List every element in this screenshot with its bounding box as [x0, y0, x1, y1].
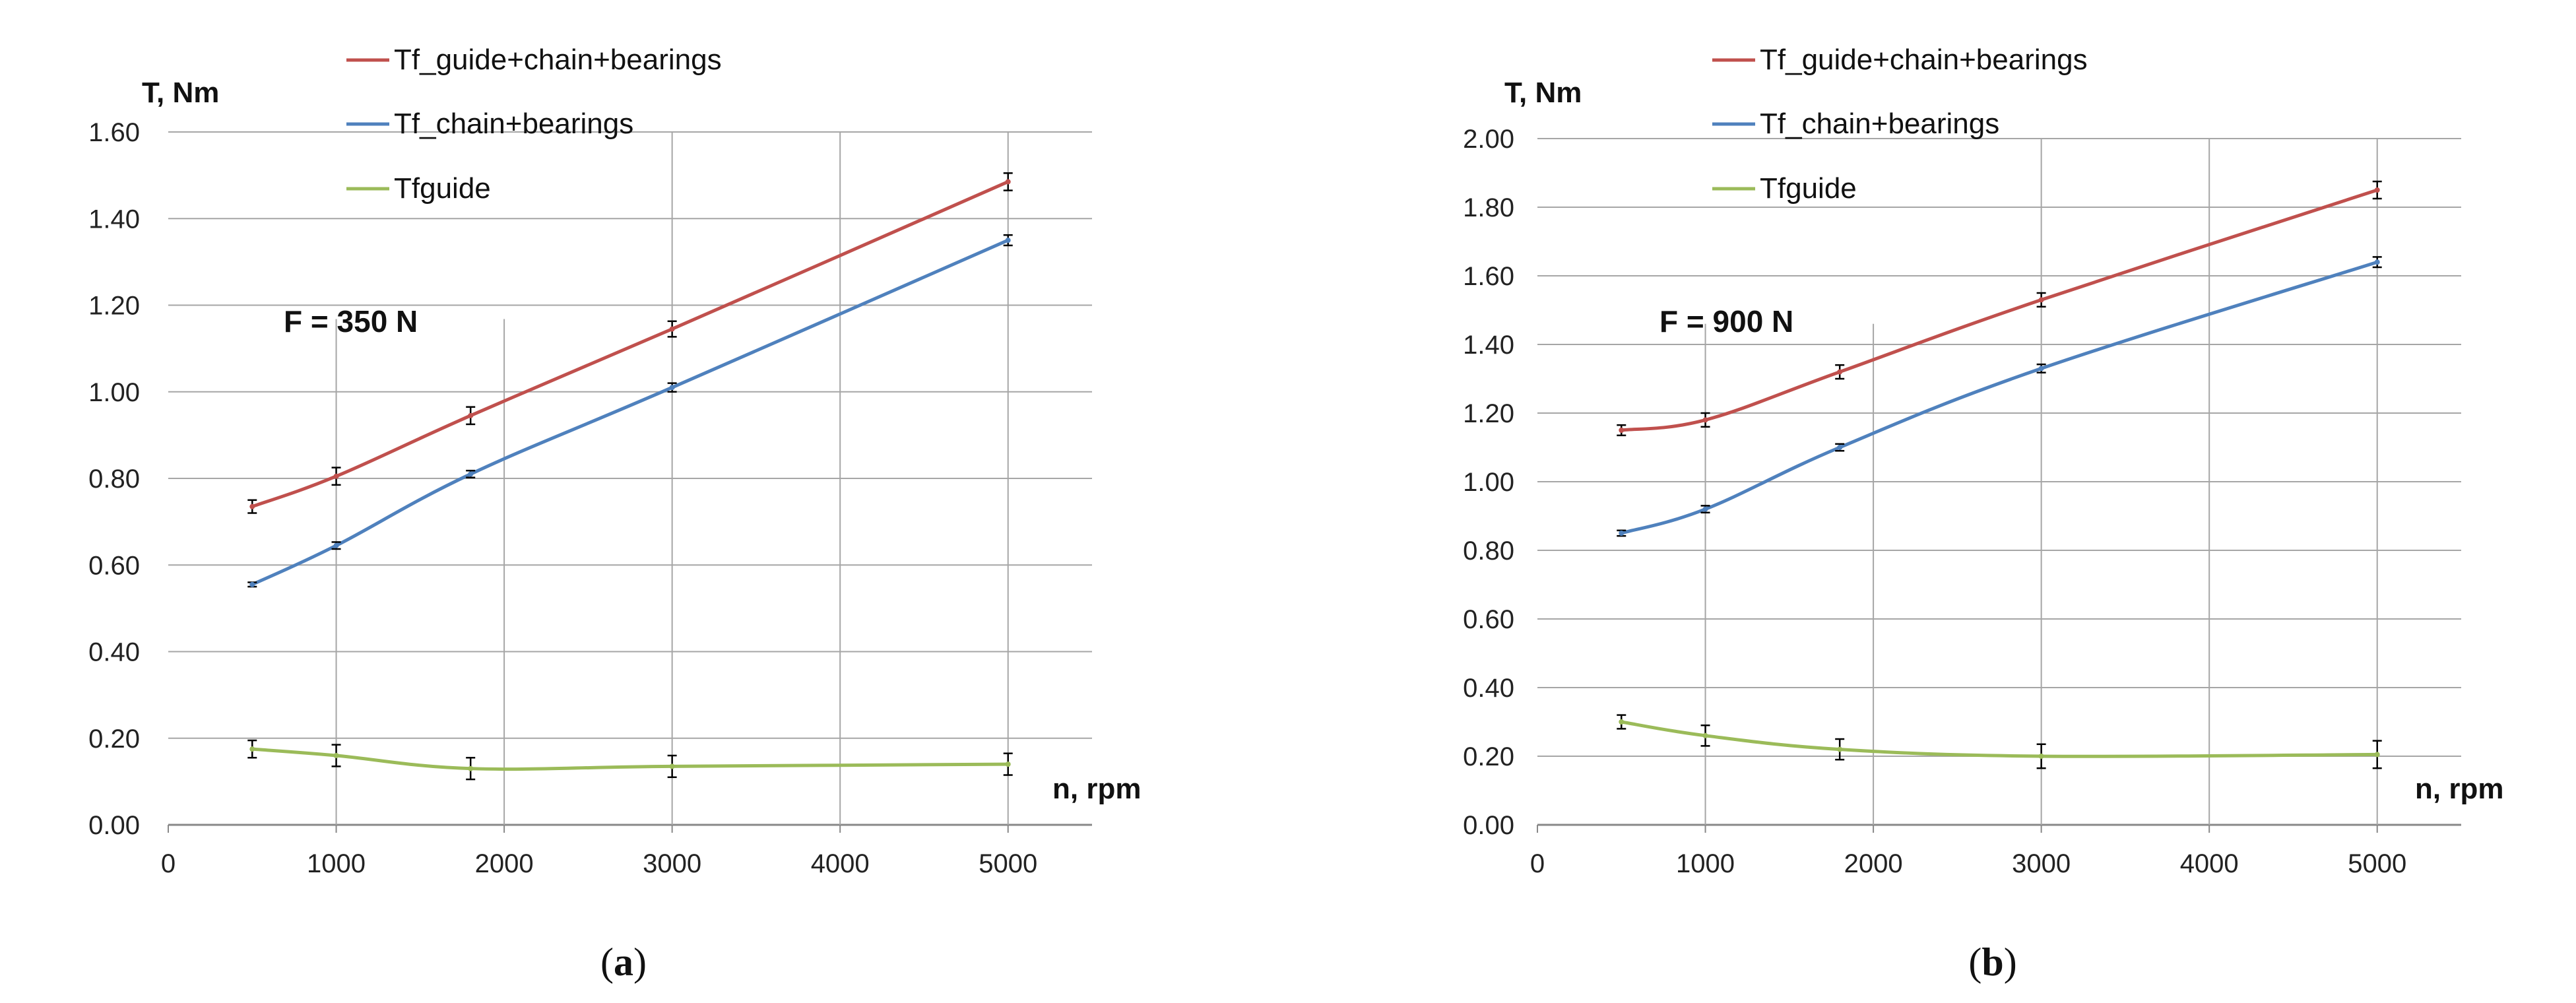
- data-point: [1837, 445, 1843, 450]
- series-line-Tfguide: [252, 747, 1008, 771]
- chart-panel-b: 0.00 0.20 0.40 0.60 0.80 1.00 1.20 1.40 1.60 1.80…: [1463, 44, 2503, 984]
- data-point: [669, 326, 675, 332]
- data-point: [1619, 531, 1625, 536]
- data-point: [468, 412, 474, 418]
- y-tick-label: 0.40: [88, 638, 140, 667]
- data-point: [1619, 719, 1625, 725]
- x-tick-label: 2000: [475, 849, 534, 878]
- legend-label: Tfguide: [394, 172, 491, 205]
- data-point: [1005, 238, 1011, 243]
- data-point: [2038, 366, 2044, 372]
- y-tick-label: 1.40: [1463, 331, 1514, 360]
- y-tick-label: 0.20: [1463, 742, 1514, 771]
- x-tick-label: 3000: [2012, 849, 2071, 878]
- x-tick-label: 5000: [2348, 849, 2406, 878]
- force-annotation: F = 900 N: [1659, 304, 1793, 339]
- data-point: [2374, 187, 2380, 193]
- y-tick-label: 0.60: [88, 551, 140, 580]
- x-tick-label: 4000: [2180, 849, 2239, 878]
- data-point: [249, 746, 255, 752]
- data-point: [669, 385, 675, 391]
- data-point: [1702, 506, 1708, 512]
- force-annotation: F = 350 N: [284, 304, 418, 339]
- legend-label: Tf_chain+bearings: [1760, 108, 1999, 140]
- x-tick-label: 2000: [1844, 849, 1903, 878]
- figure-caption: (a): [600, 940, 647, 984]
- y-tick-label: 1.60: [88, 118, 140, 147]
- data-point: [333, 753, 339, 758]
- caption-letter: a: [614, 940, 633, 984]
- y-tick-label: 2.00: [1463, 125, 1514, 154]
- y-tick-label: 1.60: [1463, 262, 1514, 291]
- x-axis-label: n, rpm: [2415, 773, 2503, 805]
- x-tick-label: 1000: [307, 849, 366, 878]
- y-tick-label: 0.80: [1463, 536, 1514, 566]
- data-point: [1005, 761, 1011, 767]
- data-point: [333, 542, 339, 548]
- series-line-Tf_chain+bearings: [251, 238, 1009, 587]
- x-tick-label: 3000: [643, 849, 701, 878]
- legend-label: Tf_chain+bearings: [394, 108, 633, 140]
- data-point: [2374, 259, 2380, 265]
- y-tick-label: 0.80: [88, 465, 140, 494]
- y-tick-label: 0.40: [1463, 674, 1514, 703]
- legend-label: Tf_guide+chain+bearings: [1760, 44, 2088, 76]
- series-line-Tfguide: [1621, 720, 2377, 758]
- data-point: [468, 471, 474, 477]
- y-tick-label: 0.60: [1463, 605, 1514, 634]
- x-tick-label: 5000: [979, 849, 1037, 878]
- data-point: [1837, 369, 1843, 375]
- y-axis-label: T, Nm: [142, 77, 219, 109]
- y-tick-label: 1.20: [1463, 399, 1514, 428]
- figure-caption: (b): [1968, 940, 2016, 984]
- data-point: [1005, 179, 1011, 185]
- x-tick-label: 0: [161, 849, 176, 878]
- data-point: [2038, 754, 2044, 759]
- y-tick-label: 0.00: [88, 811, 140, 840]
- chart-panel-a: 0.00 0.20 0.40 0.60 0.80 1.00 1.20 1.40 1.60 0 100…: [88, 44, 1141, 984]
- data-point: [2374, 752, 2380, 758]
- y-tick-label: 1.40: [88, 205, 140, 234]
- y-axis-label: T, Nm: [1504, 77, 1582, 109]
- y-tick-label: 1.00: [1463, 468, 1514, 497]
- x-tick-label: 0: [1530, 849, 1545, 878]
- data-point: [333, 473, 339, 479]
- y-tick-label: 1.00: [88, 378, 140, 407]
- data-point: [249, 503, 255, 509]
- y-tick-label: 1.80: [1463, 193, 1514, 222]
- data-point: [1702, 732, 1708, 738]
- y-tick-label: 0.00: [1463, 811, 1514, 840]
- x-tick-label: 4000: [811, 849, 870, 878]
- x-axis-label: n, rpm: [1052, 773, 1141, 805]
- data-point: [1837, 746, 1843, 752]
- y-tick-label: 0.20: [88, 725, 140, 754]
- x-tick-label: 1000: [1676, 849, 1735, 878]
- y-tick-label: 1.20: [88, 292, 140, 321]
- data-point: [1619, 428, 1625, 433]
- caption-letter: b: [1981, 940, 2003, 984]
- data-point: [1702, 417, 1708, 423]
- data-point: [249, 581, 255, 587]
- data-point: [468, 765, 474, 771]
- data-point: [669, 763, 675, 769]
- series-line-Tf_chain+bearings: [1621, 260, 2378, 535]
- legend-label: Tf_guide+chain+bearings: [394, 44, 722, 76]
- data-point: [2038, 297, 2044, 303]
- series-line-Tf_guide+chain+bearings: [251, 180, 1009, 509]
- legend-label: Tfguide: [1760, 172, 1857, 205]
